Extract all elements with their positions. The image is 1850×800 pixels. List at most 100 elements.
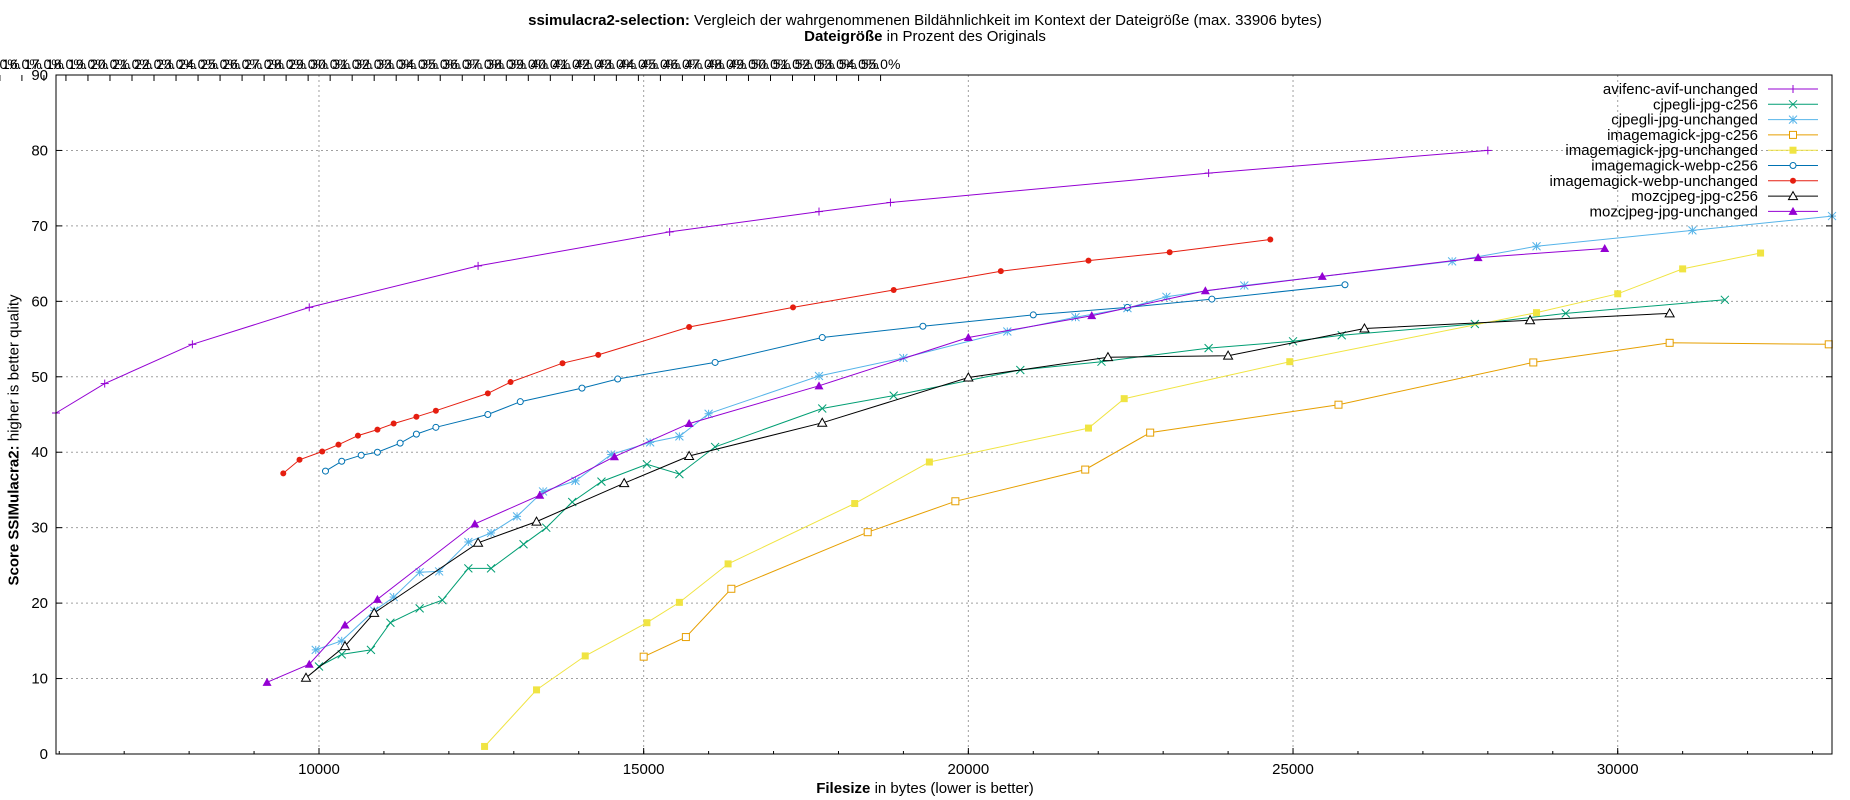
- data-point: [1789, 162, 1797, 169]
- x2-tick-label: 32.0%: [354, 56, 394, 72]
- data-point: [319, 448, 326, 455]
- data-point: [321, 467, 329, 475]
- legend-entry: imagemagick-webp-unchanged: [1550, 173, 1818, 190]
- data-point: [519, 539, 528, 549]
- data-point: [338, 457, 346, 465]
- chart-title-rest: Vergleich der wahrgenommenen Bildähnlich…: [689, 12, 1322, 29]
- data-point: [886, 198, 895, 207]
- data-point: [463, 537, 473, 547]
- data-point: [686, 323, 693, 330]
- data-point: [675, 432, 684, 441]
- data-point: [262, 677, 272, 686]
- data-point: [386, 618, 395, 628]
- data-point: [481, 742, 489, 750]
- x2-tick-label: 53.0%: [817, 56, 857, 72]
- data-point: [300, 672, 312, 682]
- y-tick-label: 10: [31, 671, 48, 688]
- series-mozcjpeg-jpg-c256: [300, 307, 1676, 682]
- series-imagemagick-webp-c256: [321, 281, 1349, 475]
- data-point: [1204, 343, 1213, 353]
- data-point: [1239, 281, 1249, 290]
- legend: avifenc-avif-unchangedcjpegli-jpg-c256cj…: [1550, 81, 1818, 220]
- data-point: [1084, 424, 1092, 432]
- series-line: [282, 239, 1271, 474]
- legend-entry: imagemagick-webp-c256: [1591, 158, 1818, 175]
- legend-entry: mozcjpeg-jpg-c256: [1631, 188, 1818, 205]
- data-point: [817, 404, 827, 413]
- legend-label: imagemagick-jpg-unchanged: [1565, 142, 1758, 159]
- x2-tick-label: 55.0%: [861, 56, 901, 72]
- data-point: [1286, 358, 1294, 366]
- series-avifenc-avif-unchanged: [52, 146, 1492, 417]
- x-axis-title-bold: Filesize: [816, 780, 871, 797]
- data-point: [512, 511, 522, 521]
- data-point: [305, 303, 314, 312]
- data-point: [1688, 226, 1697, 235]
- data-point: [889, 391, 899, 400]
- data-point: [188, 340, 197, 349]
- data-point: [1146, 428, 1155, 437]
- x2-tick-label: 41.0%: [552, 56, 592, 72]
- data-point: [814, 207, 823, 216]
- series-line: [305, 312, 1670, 679]
- data-point: [415, 604, 424, 613]
- data-point: [372, 594, 382, 603]
- x2-tick-label: 49.0%: [729, 56, 769, 72]
- data-point: [851, 500, 859, 508]
- data-point: [609, 452, 619, 461]
- x2-tick-label: 47.0%: [685, 56, 725, 72]
- x2-tick-label: 31.0%: [332, 56, 372, 72]
- x2-tick-label: 15.0%: [0, 56, 20, 72]
- x2-tick-label: 16.0%: [2, 56, 42, 72]
- x2-tick-label: 25.0%: [200, 56, 240, 72]
- x2-tick-label: 26.0%: [222, 56, 262, 72]
- x-axis-title-rest: in bytes (lower is better): [870, 780, 1034, 797]
- x2-tick-label: 17.0%: [24, 56, 64, 72]
- data-point: [818, 334, 826, 342]
- legend-label: imagemagick-webp-c256: [1591, 158, 1758, 175]
- legend-label: mozcjpeg-jpg-unchanged: [1590, 203, 1758, 220]
- x2-tick-label: 34.0%: [398, 56, 438, 72]
- data-point: [1789, 146, 1797, 154]
- legend-label: cjpegli-jpg-unchanged: [1611, 112, 1758, 129]
- data-point: [814, 381, 824, 390]
- data-point: [280, 470, 287, 477]
- chart-title: ssimulacra2-selection: Vergleich der wah…: [0, 12, 1850, 29]
- data-point: [816, 417, 828, 427]
- data-point: [486, 528, 496, 538]
- legend-label: imagemagick-webp-unchanged: [1550, 173, 1758, 190]
- data-point: [1029, 311, 1037, 319]
- data-point: [1787, 190, 1799, 201]
- y-tick-label: 40: [31, 444, 48, 461]
- data-point: [951, 497, 960, 506]
- data-point: [581, 652, 589, 660]
- x2-tick-label: 20.0%: [90, 56, 130, 72]
- legend-entry: imagemagick-jpg-c256: [1607, 127, 1818, 144]
- data-point: [390, 420, 397, 427]
- series-line: [318, 299, 1725, 667]
- x2-tick-label: 35.0%: [420, 56, 460, 72]
- data-point: [1222, 350, 1234, 360]
- series-lines: [52, 146, 1837, 750]
- data-point: [618, 477, 630, 488]
- data-point: [535, 490, 545, 499]
- data-point: [374, 426, 381, 433]
- series-line: [643, 342, 1829, 658]
- data-point: [368, 607, 380, 617]
- data-point: [1317, 271, 1327, 280]
- x-tick-label: 30000: [1597, 761, 1639, 778]
- x2-tick-label: 29.0%: [288, 56, 328, 72]
- legend-entry: imagemagick-jpg-unchanged: [1565, 142, 1818, 159]
- data-point: [470, 519, 480, 528]
- data-point: [354, 432, 361, 439]
- data-point: [1561, 309, 1571, 318]
- x2-tick-label: 40.0%: [530, 56, 570, 72]
- data-point: [357, 451, 365, 459]
- x-tick-label: 20000: [947, 761, 989, 778]
- data-point: [472, 537, 484, 547]
- data-point: [1102, 351, 1114, 362]
- data-point: [100, 379, 109, 388]
- data-point: [335, 441, 342, 448]
- data-point: [675, 598, 683, 606]
